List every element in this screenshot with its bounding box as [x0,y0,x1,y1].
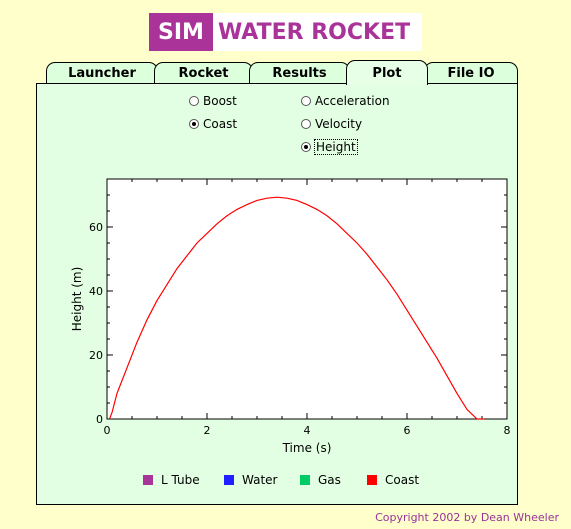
copyright-text: Copyright 2002 by Dean Wheeler [375,511,559,524]
radio-acceleration-label: Acceleration [315,94,390,108]
height-series-line [108,196,485,420]
legend-label-water: Water [242,473,278,487]
tab-plot[interactable]: Plot [346,60,428,85]
radio-height-indicator[interactable] [301,142,311,152]
legend-item-l-tube: L Tube [143,473,200,487]
y-tick-label: 0 [96,413,103,426]
radio-coast-label: Coast [203,117,238,131]
legend-item-coast: Coast [367,473,419,487]
radio-height-label: Height [314,139,358,155]
radio-coast[interactable]: Coast [189,117,237,131]
radio-coast-indicator[interactable] [189,119,199,129]
legend-swatch-coast [367,475,377,485]
x-axis-label: Time (s) [282,441,332,455]
legend-label-coast: Coast [385,473,420,487]
y-axis-label: Height (m) [70,267,84,332]
y-tick-label: 20 [89,349,103,362]
radio-acceleration[interactable]: Acceleration [301,94,390,108]
radio-boost[interactable]: Boost [189,94,237,108]
radio-velocity-indicator[interactable] [301,119,311,129]
legend-swatch-gas [300,475,310,485]
radio-boost-indicator[interactable] [189,96,199,106]
legend-label-l-tube: L Tube [161,473,200,487]
legend-label-gas: Gas [318,473,341,487]
legend-item-water: Water [224,473,277,487]
tab-bar: Launcher Rocket Results Plot File IO [0,60,571,85]
logo-sim: SIM [149,13,213,51]
tab-file-io[interactable]: File IO [424,62,518,84]
radio-boost-label: Boost [203,94,237,108]
legend-swatch-l-tube [143,475,153,485]
radio-acceleration-indicator[interactable] [301,96,311,106]
plot-area [106,178,508,420]
app-logo: SIM WATER ROCKET [149,13,422,51]
tab-launcher[interactable]: Launcher [46,62,158,84]
height-chart: 0 2 4 6 8 0 20 40 60 Time (s) Height (m) [70,178,511,455]
tab-results[interactable]: Results [249,62,350,84]
logo-title: WATER ROCKET [218,19,411,45]
x-tick-label: 2 [204,424,211,437]
plot-panel: Boost Coast Acceleration Velocity Height… [36,83,518,505]
x-tick-label: 4 [304,424,311,437]
x-tick-label: 6 [404,424,411,437]
y-axis-ticks: 0 20 40 60 [89,178,507,426]
radio-velocity[interactable]: Velocity [301,117,362,131]
legend-swatch-water [224,475,234,485]
radio-height[interactable]: Height [301,139,358,155]
x-tick-label: 8 [504,424,511,437]
y-tick-label: 40 [89,285,103,298]
legend-item-gas: Gas [300,473,341,487]
x-tick-label: 0 [104,424,111,437]
tab-rocket[interactable]: Rocket [154,62,253,84]
y-tick-label: 60 [89,221,103,234]
radio-velocity-label: Velocity [315,117,363,131]
x-axis-ticks: 0 2 4 6 8 [104,179,511,437]
